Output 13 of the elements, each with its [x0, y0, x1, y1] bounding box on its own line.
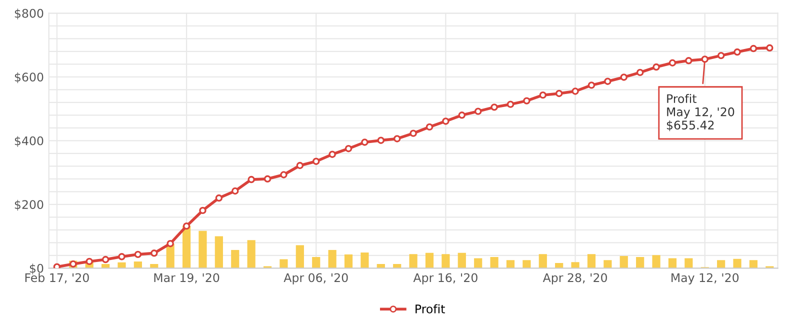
y-tick-label: $400	[14, 136, 44, 147]
y-tick-label: $0	[30, 264, 44, 274]
legend-label: Profit	[416, 304, 445, 314]
y-tick-label: $200	[14, 200, 44, 211]
x-tick-label: Feb 17, '20	[25, 272, 89, 284]
x-tick-label: Apr 06, '20	[284, 273, 348, 284]
annotation: Profit May 12, '20 $655.42	[666, 94, 734, 132]
x-tick-label: Apr 16, '20	[413, 273, 478, 284]
x-tick-label: Mar 19, '20	[154, 273, 220, 284]
y-tick-label: $600	[14, 72, 44, 84]
y-tick-label: $800	[14, 8, 44, 20]
x-tick-label: Apr 28, '20	[542, 273, 607, 284]
x-tick-label: May 12, '20	[672, 273, 739, 284]
